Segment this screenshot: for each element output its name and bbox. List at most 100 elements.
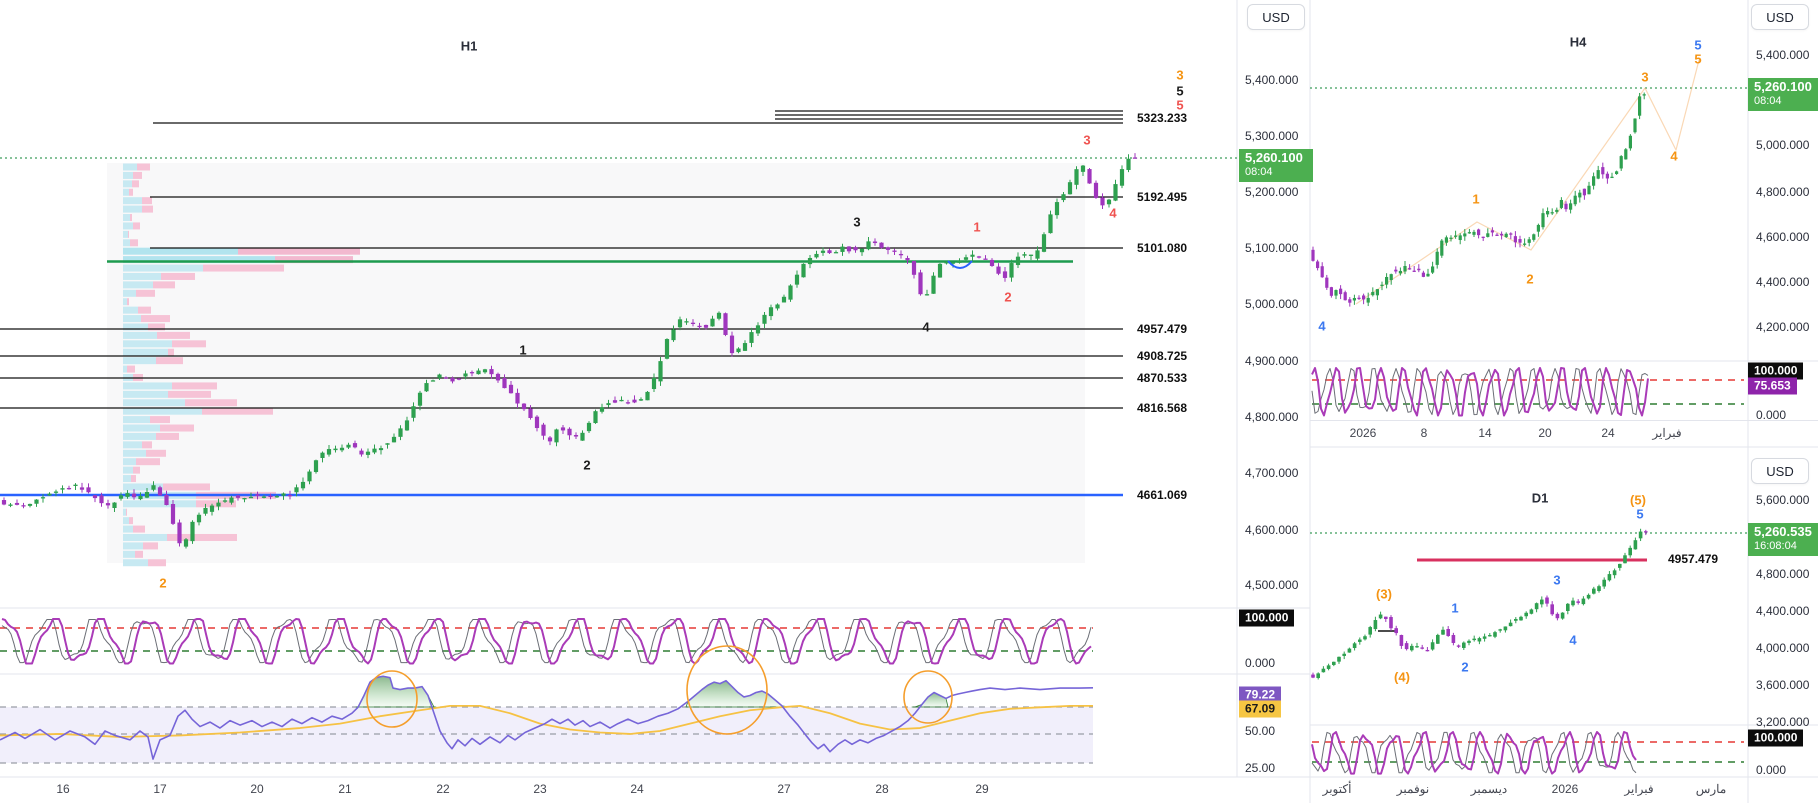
candle-body — [1523, 243, 1527, 245]
candle-body — [1486, 233, 1490, 237]
candle-body — [989, 259, 995, 266]
h4-last-price: 5,260.100 — [1754, 79, 1812, 94]
candle-body — [1638, 531, 1643, 539]
d1-last-price: 5,260.535 — [1754, 524, 1812, 539]
candle-body — [898, 253, 904, 256]
candle-body — [1339, 288, 1343, 295]
volume-profile-sell-bar — [203, 264, 284, 272]
volume-profile-sell-bar — [130, 214, 132, 222]
volume-profile-buy-bar — [123, 289, 136, 297]
candle-body — [1420, 647, 1424, 649]
volume-profile-buy-bar — [123, 222, 133, 230]
volume-profile-sell-bar — [148, 559, 166, 567]
candle-body — [801, 263, 806, 278]
candle-body — [1362, 295, 1366, 300]
volume-profile-buy-bar — [123, 256, 275, 264]
candle-body — [534, 416, 540, 429]
candle-body — [794, 274, 800, 285]
candle-body — [339, 447, 345, 451]
h1-stoch-high-badge: 100.000 — [1239, 609, 1295, 627]
candle-body — [1578, 192, 1582, 198]
candle-body — [970, 254, 975, 257]
volume-profile-sell-bar — [127, 365, 135, 373]
candle-body — [1334, 290, 1338, 296]
candle-body — [827, 250, 832, 254]
candle-body — [456, 378, 462, 380]
volume-profile-sell-bar — [168, 348, 174, 356]
candle-body — [40, 497, 46, 499]
volume-profile-sell-bar — [130, 239, 138, 247]
candle-body — [1389, 274, 1393, 281]
candle-body — [482, 369, 488, 373]
volume-profile-sell-bar — [160, 424, 194, 432]
d1-last-price-badge[interactable]: 5,260.535 16:08:04 — [1748, 523, 1818, 556]
volume-profile-sell-bar — [128, 230, 129, 238]
candle-body — [1462, 642, 1466, 648]
candle-body — [1100, 197, 1105, 206]
d1-currency-button[interactable]: USD — [1751, 458, 1809, 484]
volume-profile-buy-bar — [123, 331, 157, 339]
volume-profile-sell-bar — [161, 272, 195, 280]
candle-body — [937, 263, 943, 278]
candle-body — [1347, 648, 1352, 653]
candle-body — [1054, 202, 1060, 216]
volume-profile-sell-bar — [133, 171, 142, 179]
volume-profile-sell-bar — [143, 542, 158, 550]
h1-last-price: 5,260.100 — [1245, 150, 1303, 165]
candle-body — [307, 471, 312, 482]
volume-profile-sell-bar — [142, 205, 153, 213]
volume-profile-sell-bar — [129, 188, 133, 196]
candle-body — [1513, 236, 1517, 243]
volume-profile-sell-bar — [129, 517, 133, 525]
h4-currency-button[interactable]: USD — [1751, 4, 1809, 30]
candle-body — [47, 493, 52, 496]
candle-body — [1373, 620, 1378, 630]
candle-body — [1421, 272, 1425, 277]
volume-profile-sell-bar — [238, 247, 360, 255]
candle-body — [632, 399, 637, 403]
candle-body — [27, 503, 33, 506]
h1-currency-button[interactable]: USD — [1247, 4, 1305, 30]
candle-body — [66, 487, 72, 490]
candle-body — [723, 313, 728, 335]
candle-body — [1545, 597, 1549, 604]
candle-body — [924, 294, 930, 296]
candle-body — [450, 377, 455, 382]
candle-body — [866, 241, 871, 250]
volume-profile-sell-bar — [275, 256, 353, 264]
volume-profile-buy-bar — [123, 188, 129, 196]
candle-body — [469, 372, 475, 374]
candle-body — [1456, 645, 1461, 647]
candle-body — [125, 493, 130, 497]
candle-body — [573, 435, 579, 437]
volume-profile-sell-bar — [126, 508, 127, 516]
volume-profile-buy-bar — [123, 525, 133, 533]
candle-body — [1332, 661, 1336, 665]
stoch-signal-line — [1311, 367, 1649, 416]
candle-body — [404, 420, 410, 431]
candle-body — [235, 495, 241, 498]
candle-body — [664, 339, 670, 359]
candle-body — [489, 369, 494, 375]
candle-body — [1628, 135, 1632, 149]
candle-body — [1035, 250, 1040, 259]
candle-body — [495, 373, 501, 381]
candle-body — [1564, 203, 1568, 210]
h4-last-price-badge[interactable]: 5,260.100 08:04 — [1748, 78, 1818, 111]
candle-body — [1498, 629, 1502, 631]
candle-body — [1403, 266, 1407, 272]
candle-body — [1560, 612, 1565, 619]
candle-body — [710, 318, 715, 327]
h1-last-price-badge[interactable]: 5,260.100 08:04 — [1239, 149, 1313, 182]
candle-body — [1592, 176, 1596, 186]
candle-body — [1642, 94, 1646, 96]
candle-body — [1446, 629, 1450, 637]
candle-body — [781, 296, 787, 303]
candle-body — [716, 312, 722, 319]
candle-body — [736, 348, 741, 353]
volume-profile-buy-bar — [123, 180, 132, 188]
candle-body — [508, 384, 514, 394]
candle-body — [1436, 634, 1440, 644]
